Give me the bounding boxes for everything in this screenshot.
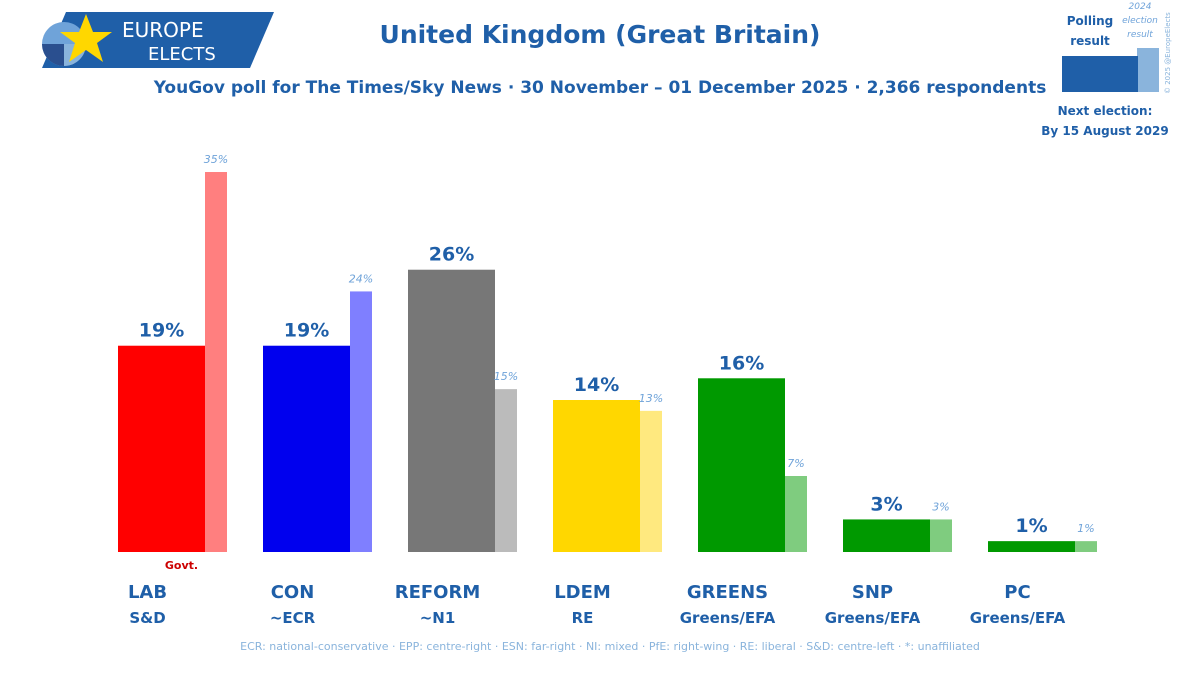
election-value-label: 7% xyxy=(787,457,804,470)
election-bar-lab xyxy=(205,172,227,552)
legend-polling-swatch xyxy=(1062,56,1138,92)
group-label: Greens/EFA xyxy=(680,609,776,627)
party-label: CON xyxy=(271,582,315,603)
poll-bar-reform xyxy=(408,269,495,552)
government-label: Govt. xyxy=(165,559,198,572)
legend-polling-label-2: result xyxy=(1070,34,1110,48)
party-label: GREENS xyxy=(687,582,768,603)
poll-value-label: 3% xyxy=(870,493,902,515)
party-label: SNP xyxy=(852,582,893,603)
poll-value-label: 16% xyxy=(719,352,764,374)
election-value-label: 13% xyxy=(639,392,663,405)
group-label: Greens/EFA xyxy=(970,609,1066,627)
legend-polling-label-1: Polling xyxy=(1066,14,1114,28)
poll-bar-lab xyxy=(118,345,205,552)
election-value-label: 35% xyxy=(204,153,228,166)
poll-value-label: 14% xyxy=(574,374,619,396)
group-label: ~ECR xyxy=(270,609,316,627)
election-bar-snp xyxy=(930,519,952,552)
election-value-label: 15% xyxy=(494,370,518,383)
election-bar-con xyxy=(350,291,372,552)
legend-election-label-1: 2024 xyxy=(1128,2,1152,12)
group-label: RE xyxy=(572,609,594,627)
election-value-label: 24% xyxy=(349,272,373,285)
group-label: Greens/EFA xyxy=(825,609,921,627)
election-bar-greens xyxy=(785,476,807,552)
poll-bar-pc xyxy=(988,541,1075,552)
party-label: LDEM xyxy=(554,582,611,603)
legend-election-swatch xyxy=(1137,48,1159,92)
chart-title: United Kingdom (Great Britain) xyxy=(379,20,821,49)
party-label: LAB xyxy=(128,582,167,603)
poll-bar-ldem xyxy=(553,400,640,552)
election-bar-reform xyxy=(495,389,517,552)
legend-election-label-3: result xyxy=(1127,30,1153,40)
footnote: ECR: national-conservative · EPP: centre… xyxy=(240,640,980,653)
europe-elects-logo: EUROPE ELECTS xyxy=(42,12,274,68)
party-label: REFORM xyxy=(395,582,481,603)
next-election-label: Next election: xyxy=(1057,104,1153,118)
poll-value-label: 19% xyxy=(284,320,329,342)
chart-subtitle: YouGov poll for The Times/Sky News · 30 … xyxy=(153,78,1047,98)
legend-election-label-2: election xyxy=(1122,16,1158,26)
poll-bar-snp xyxy=(843,519,930,552)
group-label: S&D xyxy=(129,609,165,627)
poll-bar-greens xyxy=(698,378,785,552)
election-bar-ldem xyxy=(640,410,662,552)
logo-text-line2: ELECTS xyxy=(148,44,216,65)
legend: Polling result 2024 election result © 20… xyxy=(1040,2,1190,146)
logo-star-icon xyxy=(60,14,112,62)
poll-value-label: 19% xyxy=(139,320,184,342)
election-bar-pc xyxy=(1075,541,1097,552)
election-value-label: 1% xyxy=(1077,522,1094,535)
group-label: ~N1 xyxy=(420,609,456,627)
next-election-date: By 15 August 2029 xyxy=(1041,124,1169,138)
logo-text-line1: EUROPE xyxy=(122,18,204,42)
party-label: PC xyxy=(1004,582,1030,603)
poll-value-label: 1% xyxy=(1015,515,1047,537)
poll-bar-con xyxy=(263,345,350,552)
election-value-label: 3% xyxy=(932,500,949,513)
poll-value-label: 26% xyxy=(429,244,474,266)
